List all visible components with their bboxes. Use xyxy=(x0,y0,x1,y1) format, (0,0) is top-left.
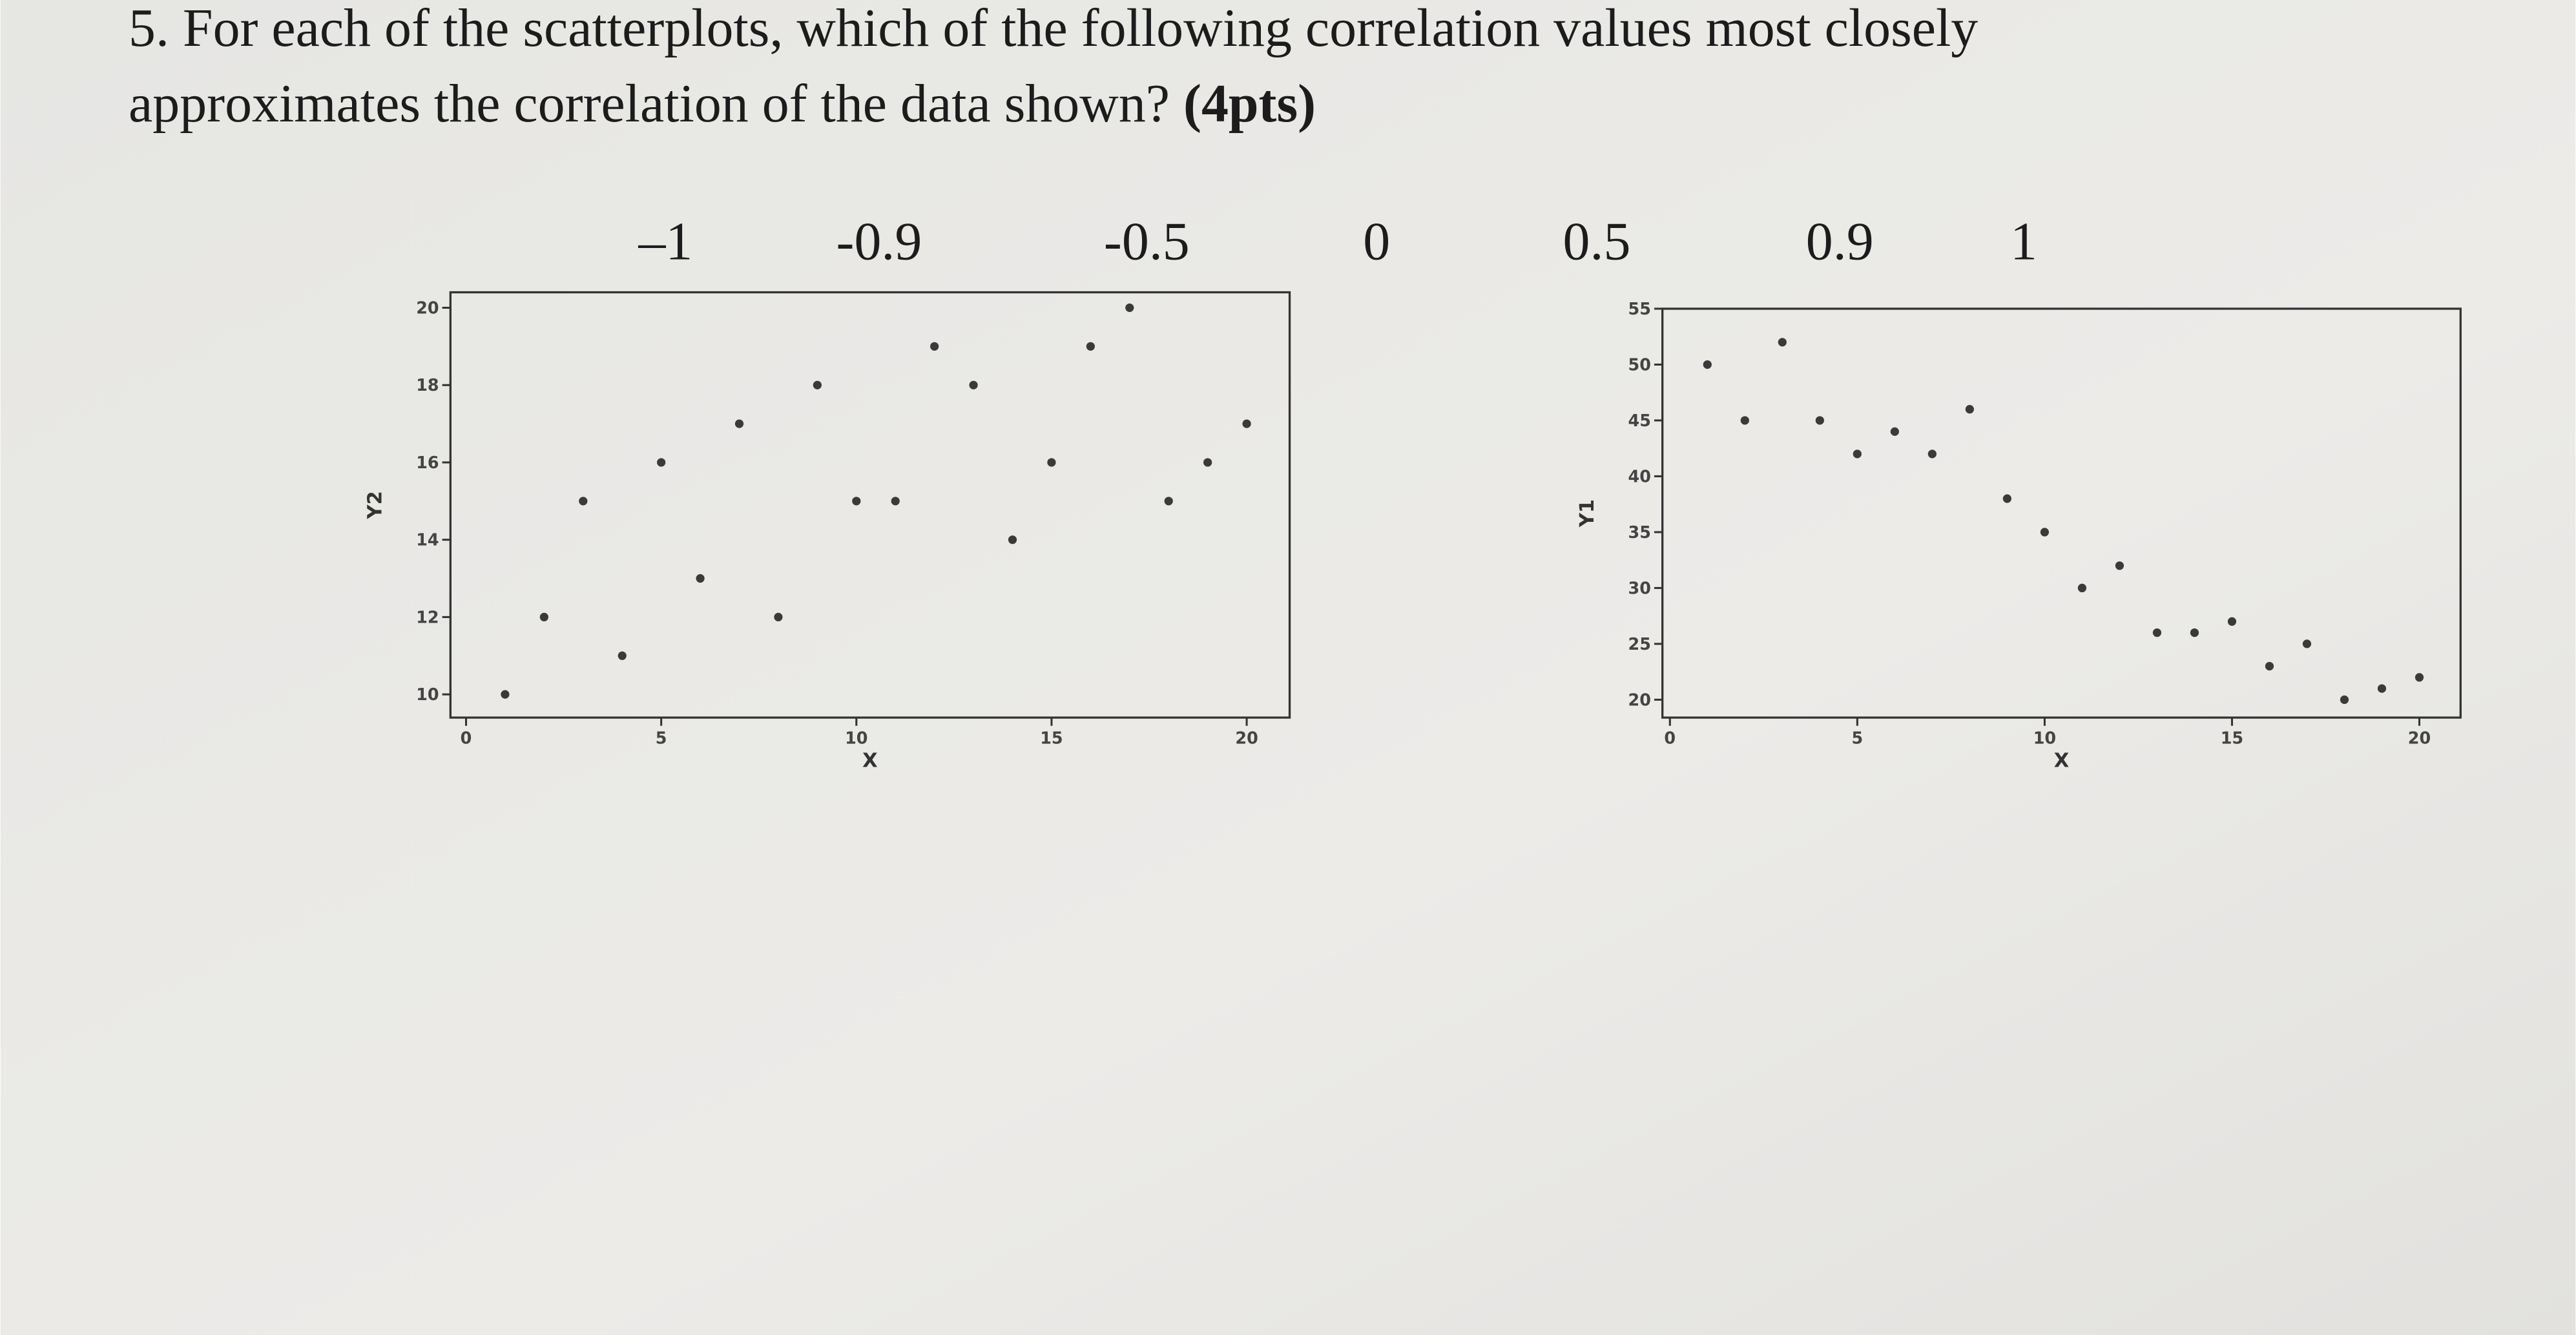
data-point xyxy=(501,690,510,699)
data-point xyxy=(2340,695,2349,704)
y-tick-label: 25 xyxy=(1628,634,1651,654)
question-text: approximates the correlation of the data… xyxy=(129,74,1170,134)
y-tick-label: 14 xyxy=(416,530,439,550)
data-point xyxy=(2040,528,2049,537)
data-point xyxy=(1203,458,1212,467)
data-point xyxy=(2002,494,2011,503)
x-tick-label: 0 xyxy=(1664,729,1676,748)
data-point xyxy=(1047,458,1056,467)
data-point xyxy=(2077,583,2087,593)
y-tick-label: 18 xyxy=(416,375,439,395)
data-point xyxy=(1703,360,1712,369)
data-point xyxy=(2190,628,2199,637)
y-tick-label: 50 xyxy=(1628,355,1651,374)
y-tick-label: 16 xyxy=(416,453,439,472)
data-point xyxy=(2302,639,2312,648)
plot-frame xyxy=(449,291,1291,719)
data-point xyxy=(1242,419,1251,428)
data-point xyxy=(657,458,666,467)
data-point xyxy=(969,380,978,389)
y-tick-label: 55 xyxy=(1628,299,1651,318)
y-tick-label: 20 xyxy=(1628,690,1651,709)
x-tick-label: 20 xyxy=(1235,729,1258,748)
data-point xyxy=(579,497,588,506)
correlation-option: 0.9 xyxy=(1806,212,1874,272)
x-axis-label: X xyxy=(862,749,878,772)
x-tick-label: 5 xyxy=(656,729,667,748)
data-point xyxy=(930,342,939,351)
data-point xyxy=(1890,427,1899,436)
question-line: 5. For each of the scatterplots, which o… xyxy=(129,0,1978,58)
x-tick-label: 10 xyxy=(845,729,867,748)
x-tick-label: 0 xyxy=(461,729,472,748)
correlation-option: -0.5 xyxy=(1104,212,1190,272)
y-tick-label: 10 xyxy=(416,685,439,704)
y-tick-label: 35 xyxy=(1628,523,1651,542)
data-point xyxy=(1125,303,1134,313)
question-points: (4pts) xyxy=(1183,74,1316,134)
data-point xyxy=(1853,450,1862,459)
data-point xyxy=(1927,450,1937,459)
x-tick-label: 10 xyxy=(2033,729,2056,748)
data-point xyxy=(2415,673,2424,682)
data-point xyxy=(539,612,548,622)
x-tick-label: 15 xyxy=(1040,729,1063,748)
data-point xyxy=(2152,628,2162,637)
data-point xyxy=(813,380,822,389)
data-point xyxy=(618,651,627,660)
data-point xyxy=(1815,416,1824,425)
y-axis-label: Y1 xyxy=(1576,499,1599,528)
data-point xyxy=(1778,338,1787,347)
data-point xyxy=(1965,405,1974,414)
data-point xyxy=(1740,416,1749,425)
data-point xyxy=(734,419,744,428)
data-point xyxy=(696,574,705,583)
data-point xyxy=(1164,497,1173,506)
data-point xyxy=(891,497,900,506)
y-tick-label: 40 xyxy=(1628,466,1651,486)
y-tick-label: 45 xyxy=(1628,411,1651,430)
x-axis-label: X xyxy=(2054,749,2070,772)
data-point xyxy=(852,497,861,506)
correlation-option: 1 xyxy=(2010,212,2037,272)
data-point xyxy=(2115,561,2124,570)
question-line: approximates the correlation of the data… xyxy=(129,74,1316,134)
plot-frame xyxy=(1661,307,2462,719)
data-point xyxy=(2227,617,2237,626)
y-tick-label: 30 xyxy=(1628,578,1651,597)
data-point xyxy=(2377,684,2387,693)
y-tick-label: 20 xyxy=(416,298,439,317)
correlation-option: 0 xyxy=(1363,212,1390,272)
data-point xyxy=(774,612,783,622)
x-tick-label: 5 xyxy=(1851,729,1863,748)
x-tick-label: 15 xyxy=(2221,729,2243,748)
y-tick-label: 12 xyxy=(416,607,439,626)
correlation-option: -0.9 xyxy=(836,212,922,272)
data-point xyxy=(2265,661,2274,671)
correlation-option: –1 xyxy=(638,212,692,272)
data-point xyxy=(1008,535,1017,544)
correlation-option: 0.5 xyxy=(1563,212,1631,272)
y-axis-label: Y2 xyxy=(364,491,387,519)
x-tick-label: 20 xyxy=(2408,729,2431,748)
data-point xyxy=(1086,342,1095,351)
